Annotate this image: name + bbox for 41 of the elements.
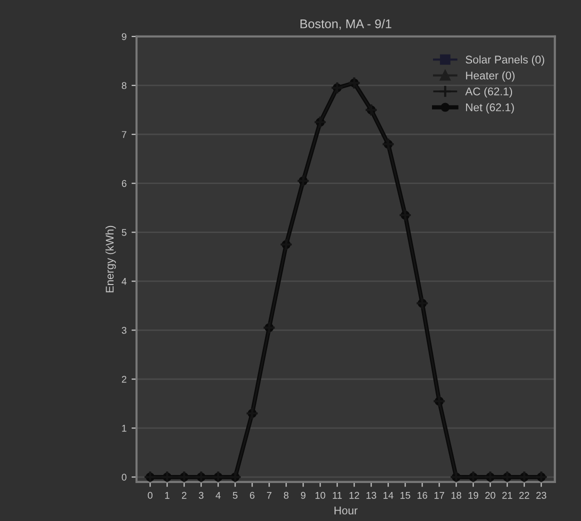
- y-tick-label: 9: [122, 33, 126, 40]
- y-tick-label: 7: [122, 131, 126, 138]
- y-tick-label: 2: [122, 376, 126, 383]
- x-tick-label: 10: [316, 492, 326, 499]
- x-tick-label: 8: [284, 492, 288, 499]
- y-tick-label: 3: [122, 326, 126, 334]
- x-tick-label: 9: [300, 492, 306, 499]
- x-tick-label: 3: [198, 492, 204, 499]
- x-tick-label: 18: [452, 492, 462, 499]
- x-tick-label: 23: [536, 492, 546, 499]
- x-tick-label: 2: [182, 492, 186, 499]
- legend-label: Net (62.1): [466, 103, 514, 114]
- x-tick-label: 4: [216, 492, 221, 499]
- y-tick-label: 0: [122, 474, 126, 481]
- y-tick-label: 6: [122, 180, 126, 187]
- x-tick-label: 7: [266, 492, 272, 499]
- x-tick-label: 12: [350, 492, 360, 499]
- x-tick-label: 1: [165, 492, 170, 499]
- y-tick-label: 4: [122, 278, 127, 285]
- x-tick-label: 6: [250, 492, 254, 499]
- x-tick-label: 5: [232, 492, 238, 499]
- x-tick-label: 19: [468, 492, 478, 499]
- legend-label: Heater (0): [466, 71, 515, 82]
- x-tick-label: 0: [148, 492, 152, 499]
- x-tick-label: 16: [418, 492, 428, 499]
- x-tick-label: 22: [519, 492, 530, 499]
- x-tick-label: 15: [400, 492, 410, 499]
- x-tick-label: 21: [502, 492, 512, 499]
- legend-label: Solar Panels (0): [466, 55, 544, 66]
- x-tick-label: 14: [384, 492, 394, 499]
- chart-title: Boston, MA - 9/1: [300, 19, 392, 30]
- legend-label: AC (62.1): [465, 87, 512, 98]
- x-axis-title: Hour: [334, 506, 358, 514]
- x-tick-label: 20: [485, 492, 496, 499]
- x-tick-label: 17: [434, 492, 444, 499]
- y-tick-label: 8: [122, 82, 126, 90]
- y-tick-label: 5: [122, 229, 126, 236]
- x-tick-label: 11: [332, 492, 342, 499]
- y-tick-label: 1: [122, 424, 126, 432]
- x-tick-label: 13: [366, 492, 376, 499]
- y-axis-title: Energy (kWh): [105, 226, 116, 292]
